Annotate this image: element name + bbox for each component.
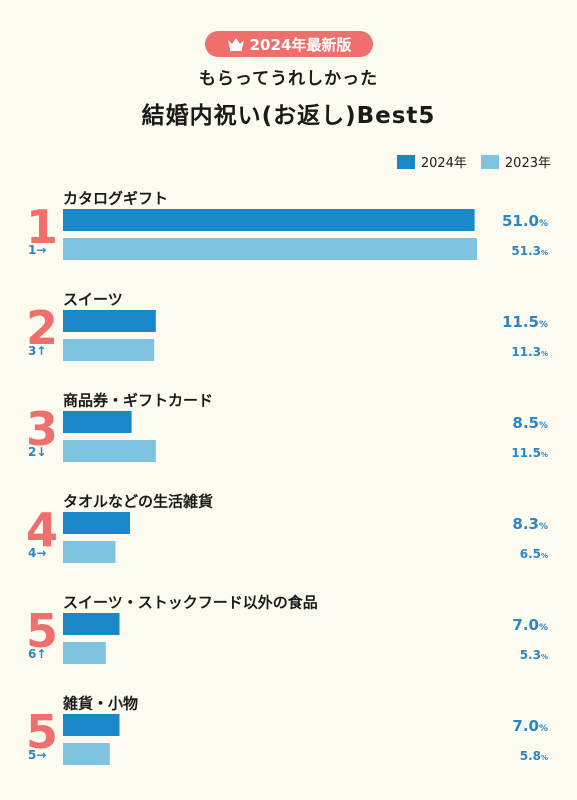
value-label-2024: 7.0% xyxy=(512,717,548,735)
value-label-2023: 6.5% xyxy=(520,547,548,561)
rank-number: 5 xyxy=(26,705,58,759)
value-label-2023: 5.8% xyxy=(520,749,548,763)
value-label-2023: 5.3% xyxy=(520,648,548,662)
value-label-2024: 11.5% xyxy=(502,313,548,331)
category-label: カタログギフト xyxy=(63,190,168,208)
previous-rank-indicator: 1→ xyxy=(28,243,46,257)
value-label-2024: 8.3% xyxy=(512,515,548,533)
bar-2024 xyxy=(63,411,132,433)
bar-2024 xyxy=(63,512,130,534)
year-badge: 2024年最新版 xyxy=(205,31,373,57)
category-label: スイーツ・ストックフード以外の食品 xyxy=(63,594,318,612)
rank-number: 3 xyxy=(26,402,58,456)
rank-number: 4 xyxy=(26,503,58,557)
previous-rank-indicator: 2↓ xyxy=(28,445,46,459)
category-label: タオルなどの生活雑貨 xyxy=(63,493,213,511)
previous-rank-indicator: 3↑ xyxy=(28,344,46,358)
bar-2024 xyxy=(63,209,475,231)
crown-icon xyxy=(227,38,244,51)
rank-number: 1 xyxy=(26,200,58,254)
chart-legend: 2024年 2023年 xyxy=(396,152,551,171)
legend-label-2023: 2023年 xyxy=(504,156,551,171)
legend-swatch-2023 xyxy=(480,154,499,169)
legend-swatch-2024 xyxy=(396,154,415,169)
bar-2023 xyxy=(63,238,477,260)
bar-2023 xyxy=(63,642,106,664)
bar-2024 xyxy=(63,613,120,635)
bar-2023 xyxy=(63,541,116,563)
badge-text: 2024年最新版 xyxy=(249,35,352,54)
legend-item-2023: 2023年 xyxy=(480,152,551,171)
page-subtitle: もらってうれしかった xyxy=(198,69,379,89)
value-label-2023: 51.3% xyxy=(511,244,548,258)
previous-rank-indicator: 4→ xyxy=(28,546,46,560)
previous-rank-indicator: 6↑ xyxy=(28,647,46,661)
bar-2023 xyxy=(63,339,155,361)
category-label: 雑貨・小物 xyxy=(62,695,138,713)
value-label-2023: 11.5% xyxy=(511,446,548,460)
page-title: 結婚内祝い(お返し)Best5 xyxy=(141,103,436,129)
previous-rank-indicator: 5→ xyxy=(28,748,46,762)
bar-2023 xyxy=(63,743,110,765)
legend-label-2024: 2024年 xyxy=(420,156,467,171)
value-label-2024: 7.0% xyxy=(512,616,548,634)
value-label-2024: 8.5% xyxy=(512,414,548,432)
legend-item-2024: 2024年 xyxy=(396,152,467,171)
category-label: スイーツ xyxy=(63,291,123,309)
value-label-2024: 51.0% xyxy=(502,212,548,230)
rank-number: 2 xyxy=(26,301,58,355)
category-label: 商品券・ギフトカード xyxy=(63,392,213,410)
value-label-2023: 11.3% xyxy=(511,345,548,359)
bar-2024 xyxy=(63,714,120,736)
bar-2023 xyxy=(63,440,156,462)
bar-2024 xyxy=(63,310,156,332)
rank-number: 5 xyxy=(26,604,58,658)
